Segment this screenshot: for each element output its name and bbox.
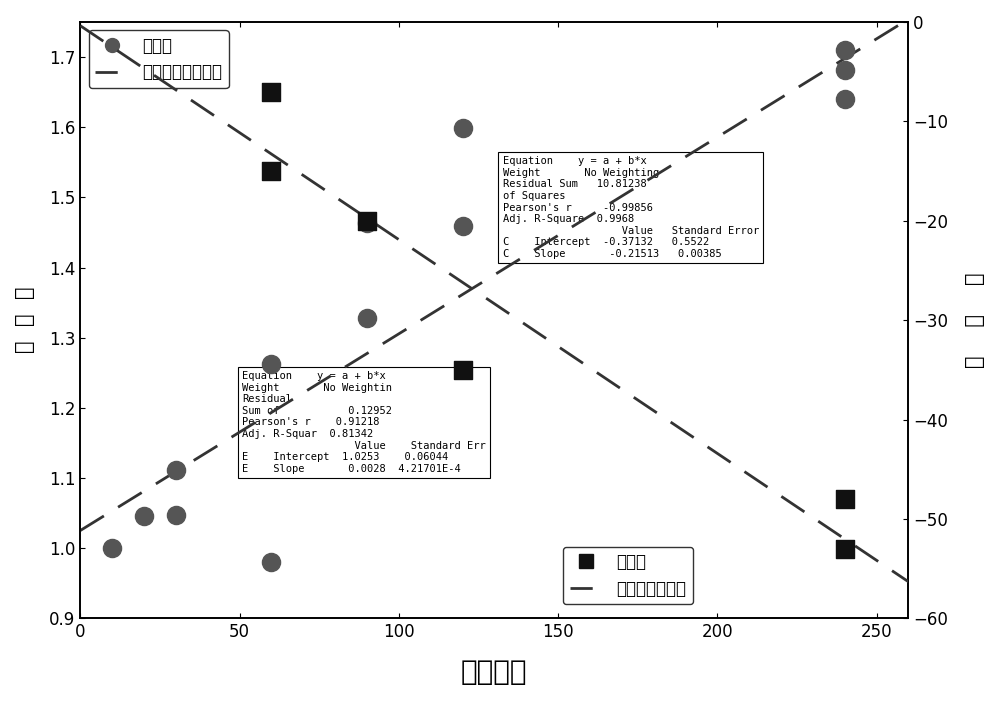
Point — [837, 64, 853, 75]
Y-axis label: 键  合  力: 键 合 力 — [15, 287, 35, 353]
Text: Equation    y = a + b*x
Weight       No Weightin
Residual
Sum of           0.129: Equation y = a + b*x Weight No Weightin … — [242, 371, 486, 474]
Point — [837, 93, 853, 104]
Point — [359, 215, 375, 226]
X-axis label: 工艺时间: 工艺时间 — [461, 658, 528, 686]
Point — [359, 218, 375, 229]
Point — [104, 542, 120, 553]
Point — [168, 509, 184, 520]
Point — [263, 557, 279, 568]
Point — [837, 44, 853, 55]
Point — [263, 165, 279, 177]
Point — [455, 220, 471, 231]
Point — [263, 86, 279, 97]
Point — [455, 365, 471, 376]
Text: Equation    y = a + b*x
Weight       No Weighting
Residual Sum   10.81238
of Squ: Equation y = a + b*x Weight No Weighting… — [503, 156, 759, 259]
Y-axis label: 翘    曲    度: 翘 曲 度 — [965, 273, 985, 368]
Point — [263, 359, 279, 370]
Point — [136, 510, 152, 522]
Point — [168, 464, 184, 475]
Point — [837, 494, 853, 505]
Legend: 翘曲度, 翘曲度线性拟合: 翘曲度, 翘曲度线性拟合 — [563, 547, 693, 604]
Point — [359, 313, 375, 324]
Point — [455, 123, 471, 134]
Point — [837, 543, 853, 554]
